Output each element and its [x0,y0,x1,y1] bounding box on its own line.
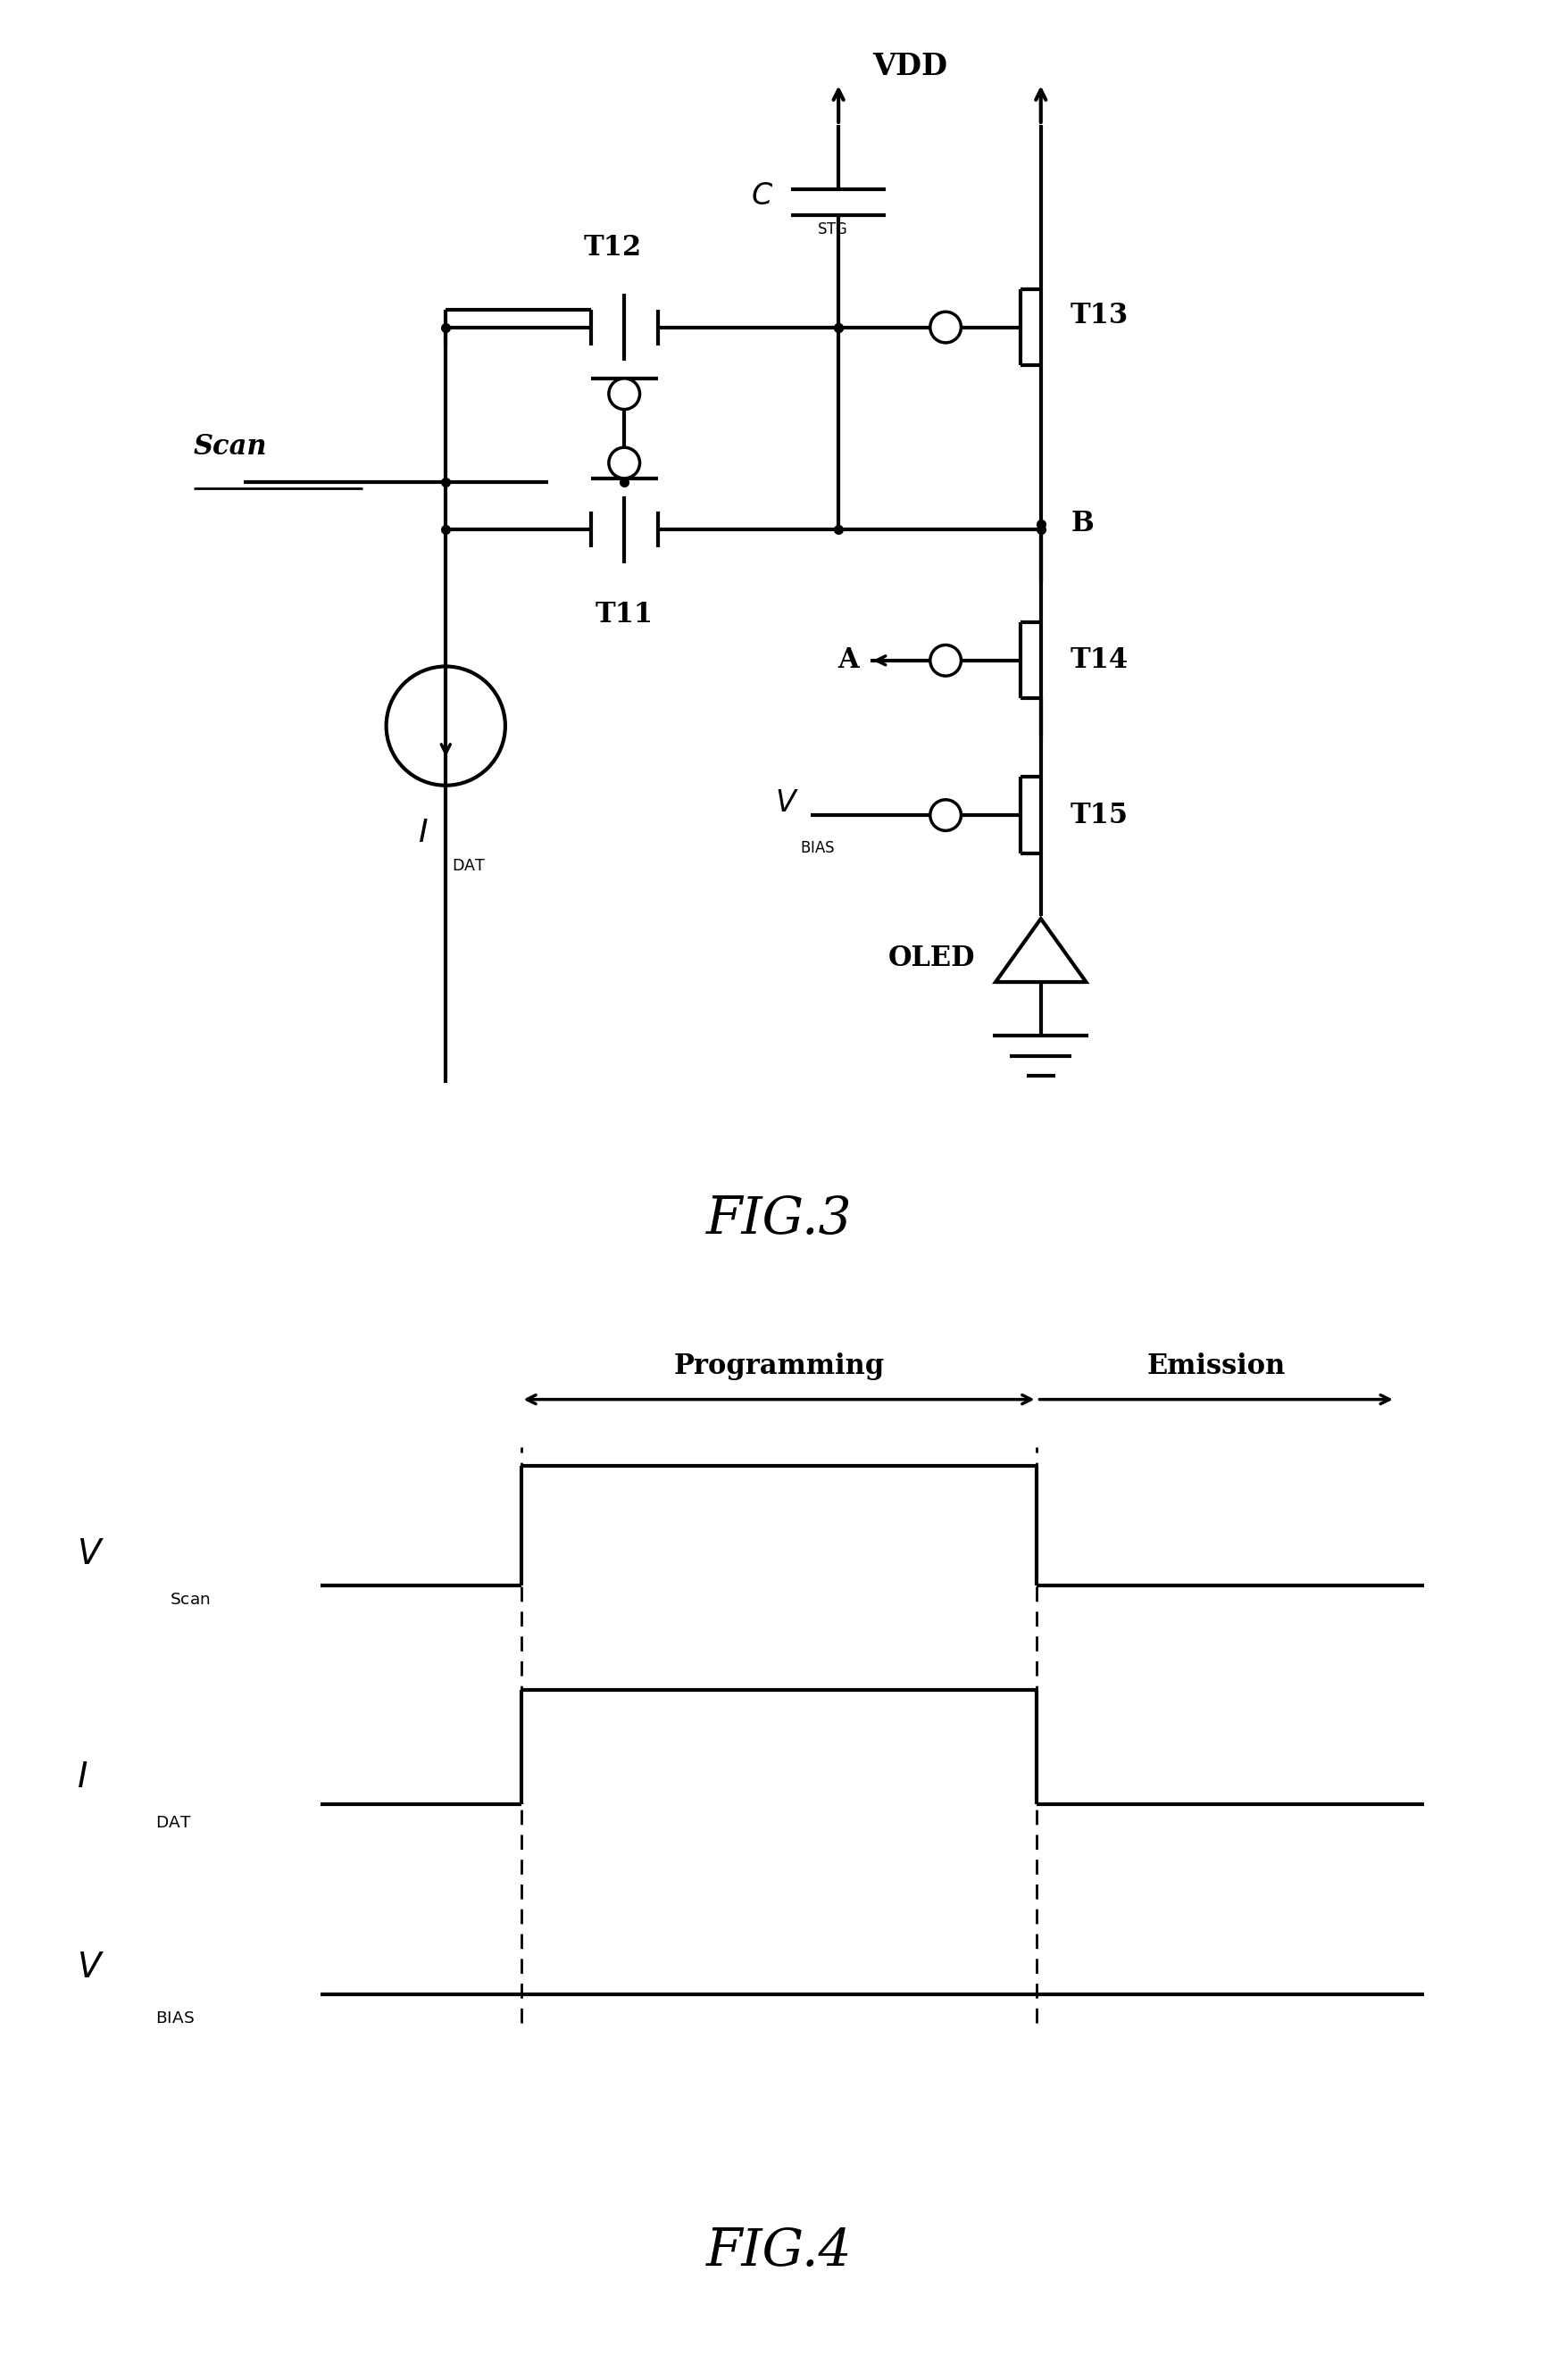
Text: T13: T13 [1070,302,1130,328]
Text: T11: T11 [595,600,653,628]
Text: $V$: $V$ [776,788,799,819]
Text: $V$: $V$ [76,1537,104,1571]
Text: T14: T14 [1070,647,1128,674]
Circle shape [930,312,961,343]
Text: A: A [838,647,858,674]
Text: Programming: Programming [673,1352,885,1380]
Text: Scan: Scan [193,433,266,462]
Text: $V$: $V$ [76,1952,104,1985]
Circle shape [930,645,961,676]
Text: B: B [1070,509,1094,538]
Text: $_{\mathrm{DAT}}$: $_{\mathrm{DAT}}$ [156,1806,192,1830]
Text: $_{\mathrm{BIAS}}$: $_{\mathrm{BIAS}}$ [156,2002,195,2025]
Text: FIG.3: FIG.3 [706,1195,852,1245]
Circle shape [609,447,640,478]
Text: $C$: $C$ [751,181,773,212]
Polygon shape [996,919,1086,983]
Circle shape [386,666,505,785]
Circle shape [930,800,961,831]
Text: T15: T15 [1070,802,1128,828]
Text: $_{\mathrm{Scan}}$: $_{\mathrm{Scan}}$ [170,1583,210,1606]
Text: $_{\mathrm{DAT}}$: $_{\mathrm{DAT}}$ [452,852,486,873]
Text: FIG.4: FIG.4 [706,2225,852,2278]
Text: $_{\mathrm{BIAS}}$: $_{\mathrm{BIAS}}$ [799,835,835,854]
Text: $I$: $I$ [418,819,428,847]
Text: OLED: OLED [888,945,975,971]
Text: VDD: VDD [872,52,947,81]
Text: $I$: $I$ [76,1761,87,1795]
Text: T12: T12 [583,233,642,262]
Text: Emission: Emission [1147,1352,1285,1380]
Text: $_{\mathrm{STG}}$: $_{\mathrm{STG}}$ [816,217,848,236]
Circle shape [609,378,640,409]
